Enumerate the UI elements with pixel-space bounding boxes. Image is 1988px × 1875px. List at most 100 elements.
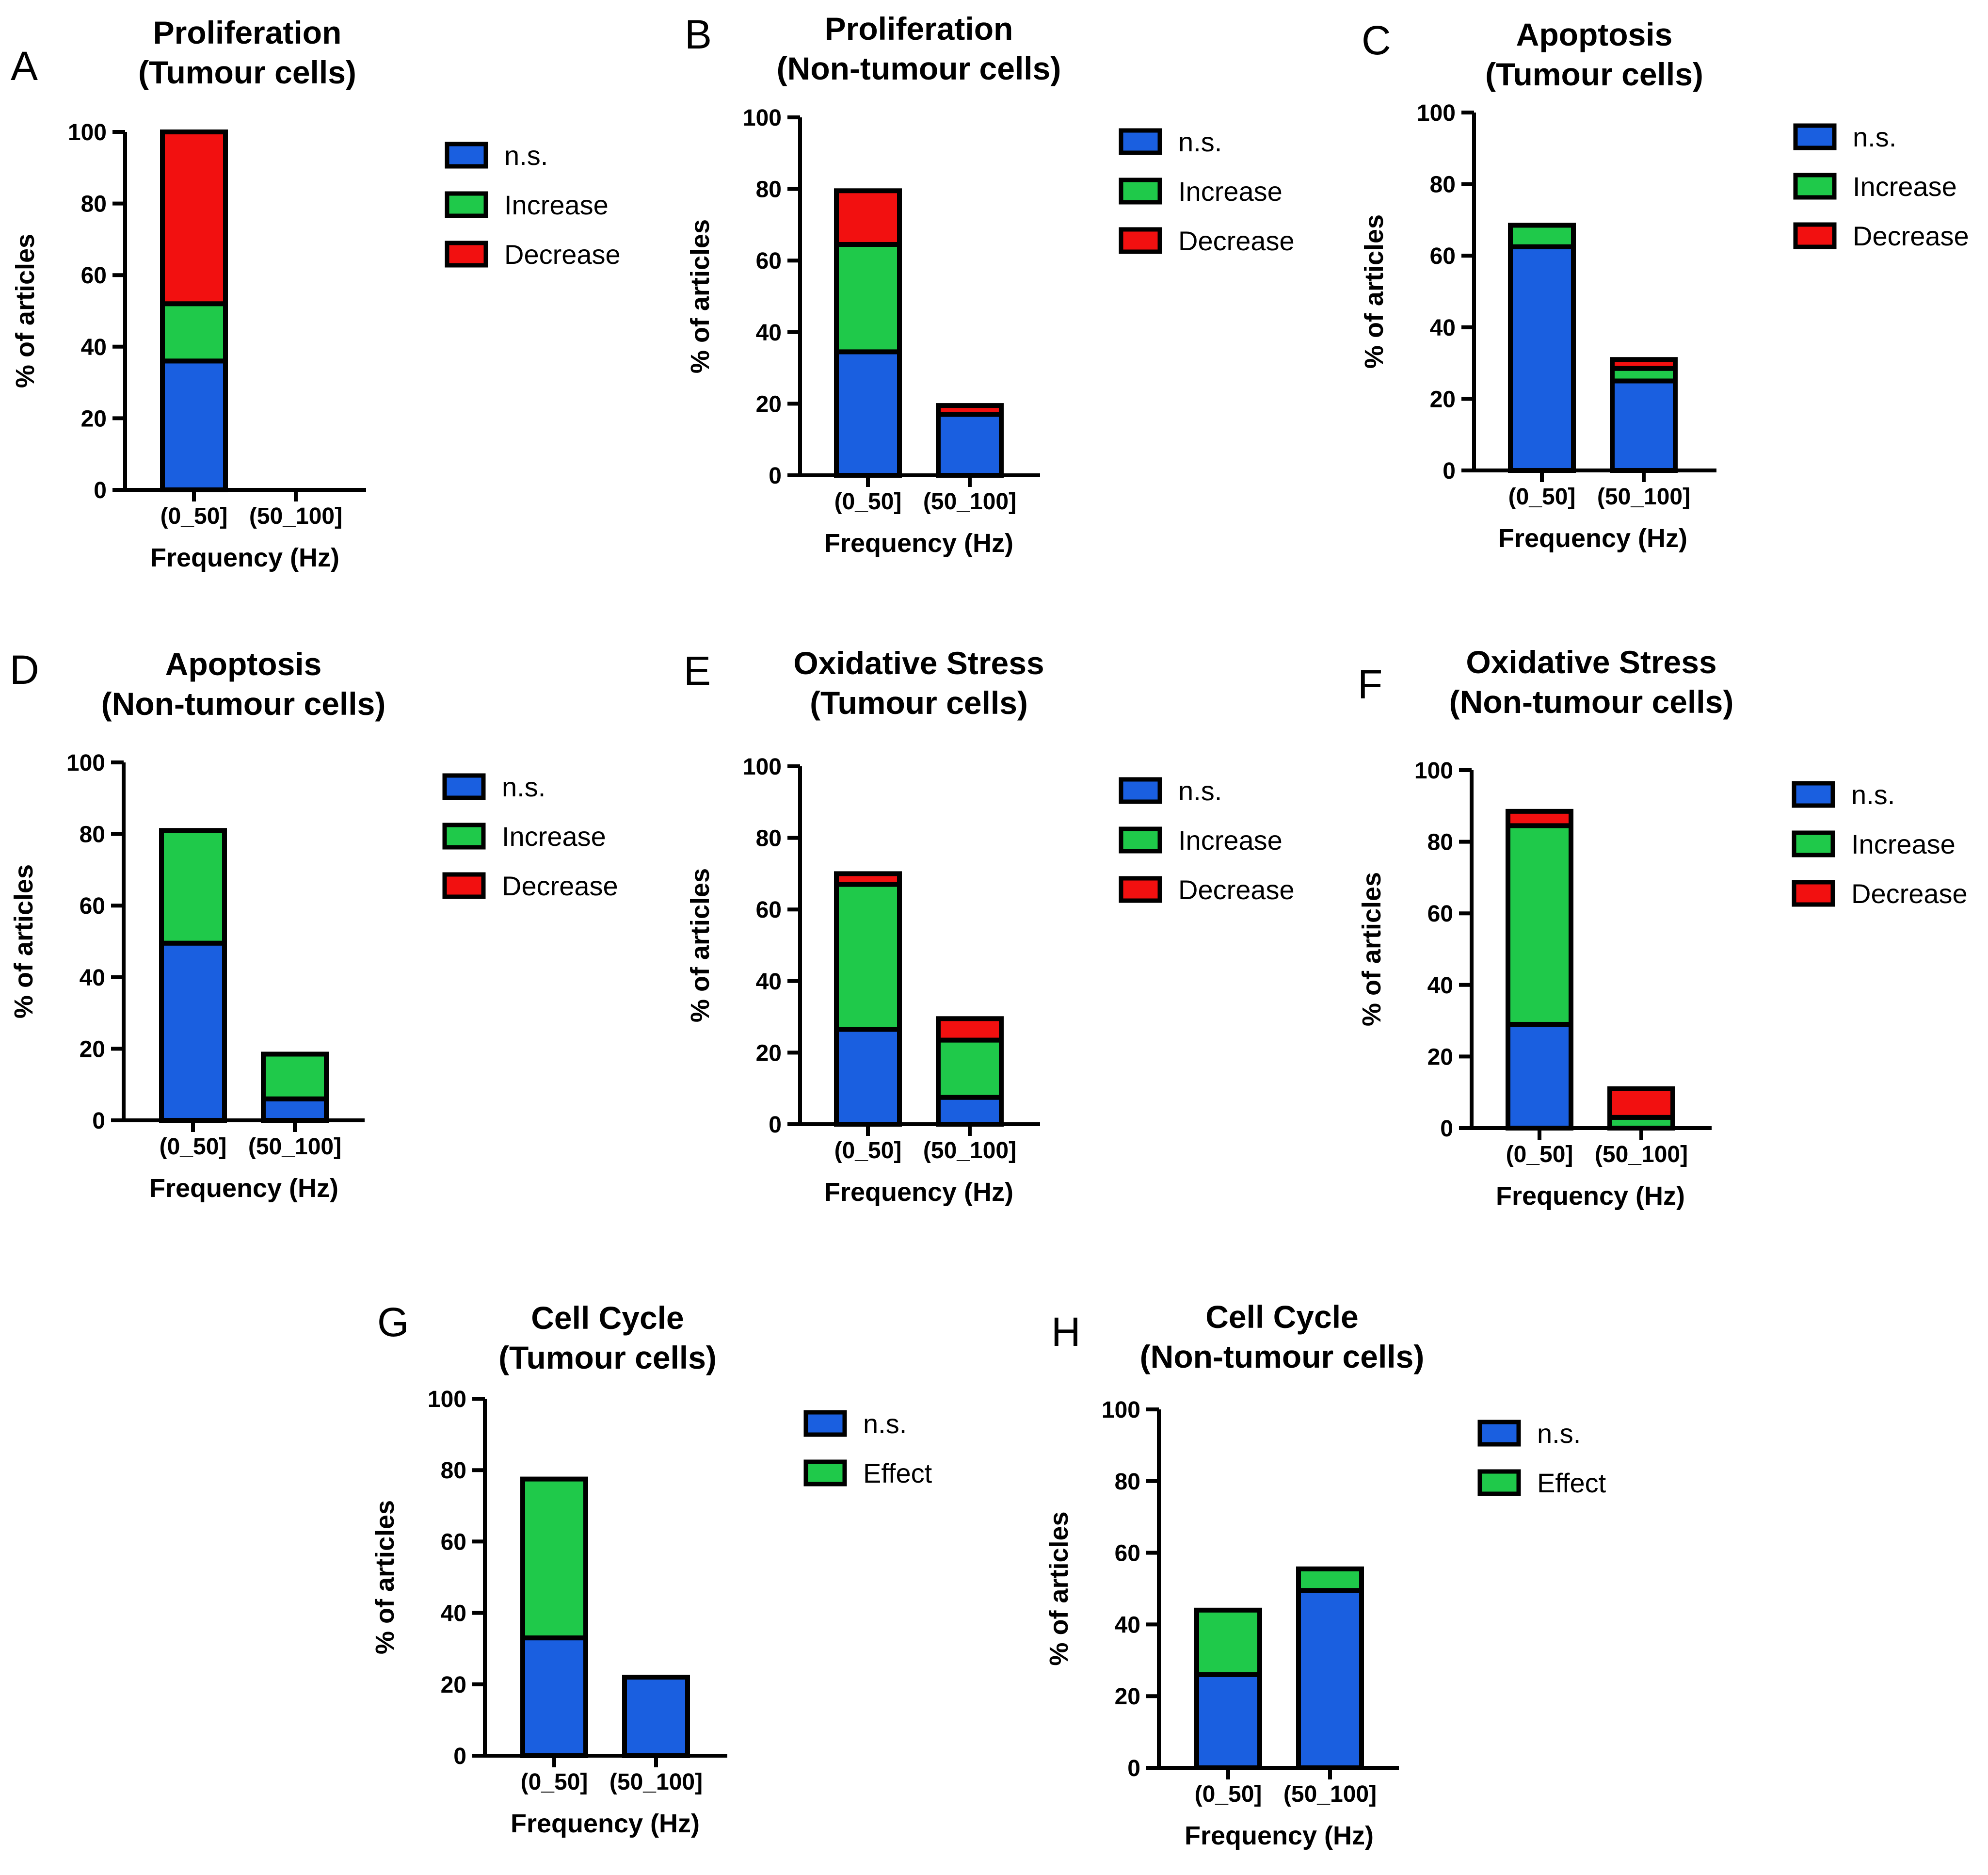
legend: n.s. Effect <box>1477 1418 1606 1498</box>
legend-label-effect: Effect <box>863 1458 932 1488</box>
y-tick-label: 100 <box>68 120 107 145</box>
legend-label-decrease: Decrease <box>1178 226 1295 256</box>
legend-label-decrease: Decrease <box>1178 874 1295 905</box>
y-tick-label: 0 <box>1440 1116 1453 1142</box>
y-tick-label: 40 <box>756 969 782 995</box>
legend-label-increase: Increase <box>502 821 606 852</box>
legend-swatch-n-s <box>445 142 488 169</box>
bar-0-50-n-s <box>1194 1672 1262 1771</box>
chart-title-line-2: (Tumour cells) <box>138 54 356 90</box>
bar-50-100-decrease <box>1610 357 1678 371</box>
y-tick-label: 80 <box>1427 830 1453 856</box>
panel-letter: A <box>11 43 38 89</box>
legend-label-increase: Increase <box>1178 176 1283 207</box>
y-tick-label: 80 <box>756 177 782 203</box>
panel-a: A Proliferation (Tumour cells) 0 20 40 60 80 100… <box>11 15 621 572</box>
legend-swatch-decrease <box>1119 876 1162 903</box>
x-tick-label: (0_50] <box>834 1138 902 1164</box>
legend-swatch-increase <box>1792 830 1835 857</box>
legend-swatch-increase <box>445 191 488 218</box>
y-tick-label: 80 <box>756 826 782 852</box>
panel-letter: F <box>1358 662 1382 707</box>
panel-letter: D <box>10 647 39 693</box>
y-tick-label: 60 <box>81 263 107 289</box>
legend-swatch-n-s <box>1477 1420 1521 1447</box>
y-tick-label: 20 <box>1427 1044 1453 1070</box>
y-tick-label: 60 <box>80 893 105 919</box>
y-axis-label: % of articles <box>1044 1511 1074 1665</box>
bar-50-100-n-s <box>936 1095 1004 1127</box>
y-tick-label: 60 <box>756 248 782 274</box>
bar-0-50-increase <box>160 301 228 364</box>
legend: n.s. Increase Decrease <box>1119 776 1295 905</box>
legend-label-decrease: Decrease <box>504 239 621 270</box>
bar-0-50-n-s <box>1508 244 1576 473</box>
legend-label-decrease: Decrease <box>1853 221 1969 251</box>
y-tick-label: 100 <box>743 754 782 780</box>
bar-0-50-n-s <box>834 1027 902 1127</box>
legend: n.s. Increase Decrease <box>445 140 621 270</box>
bar-0-50-increase <box>834 242 902 355</box>
y-tick-label: 0 <box>453 1744 466 1769</box>
bar-0-50-increase <box>834 882 902 1032</box>
legend-swatch-n-s <box>442 773 486 800</box>
chart-title-line-2: (Non-tumour cells) <box>777 50 1061 86</box>
chart-title-line-1: Cell Cycle <box>531 1300 684 1336</box>
legend-swatch-increase <box>1119 178 1162 205</box>
x-tick-label: (50_100] <box>923 489 1016 515</box>
y-axis-label: % of articles <box>9 864 38 1018</box>
y-tick-label: 40 <box>441 1601 466 1627</box>
y-tick-label: 20 <box>1115 1684 1140 1710</box>
x-tick-label: (50_100] <box>609 1769 703 1795</box>
y-axis-label: % of articles <box>686 868 715 1022</box>
y-tick-label: 40 <box>1115 1612 1140 1638</box>
legend-swatch-increase <box>1793 173 1837 200</box>
x-axis-label: Frequency (Hz) <box>511 1809 700 1838</box>
y-tick-label: 100 <box>66 750 105 776</box>
y-tick-label: 80 <box>80 822 105 848</box>
y-tick-label: 100 <box>1414 758 1453 784</box>
bar-0-50-decrease <box>1506 808 1573 828</box>
legend-label-increase: Increase <box>504 190 609 220</box>
x-tick-label: (0_50] <box>521 1769 588 1795</box>
y-tick-label: 80 <box>81 192 107 217</box>
y-tick-label: 20 <box>81 406 107 432</box>
panel-letter: G <box>377 1299 409 1345</box>
y-tick-label: 0 <box>769 1112 782 1138</box>
y-axis-label: % of articles <box>1360 214 1389 369</box>
x-tick-label: (0_50] <box>160 1134 227 1160</box>
legend-label-effect: Effect <box>1537 1468 1606 1498</box>
bar-50-100-decrease <box>936 1016 1004 1043</box>
bar-50-100-decrease <box>936 403 1004 417</box>
x-tick-label: (50_100] <box>1597 484 1690 510</box>
legend-label-increase: Increase <box>1178 825 1283 856</box>
chart-title-line-1: Oxidative Stress <box>1466 644 1716 680</box>
legend-label-n-s: n.s. <box>1851 779 1895 810</box>
legend-label-increase: Increase <box>1851 829 1956 859</box>
y-tick-label: 0 <box>92 1108 105 1134</box>
bar-50-100-n-s <box>1296 1588 1364 1771</box>
chart-title-line-1: Proliferation <box>153 15 342 50</box>
bar-50-100-n-s <box>1610 378 1678 473</box>
y-tick-label: 60 <box>1430 243 1456 269</box>
bar-50-100-decrease <box>1607 1086 1675 1120</box>
legend-swatch-decrease <box>1792 880 1835 907</box>
bar-50-100-increase <box>936 1037 1004 1100</box>
x-axis-label: Frequency (Hz) <box>149 1174 338 1203</box>
panel-b: B Proliferation(Non-tumour cells) 0 20 40 60 8… <box>685 11 1295 558</box>
chart-title-line-1: Apoptosis <box>1516 16 1673 52</box>
x-axis-label: Frequency (Hz) <box>1498 524 1687 553</box>
legend-swatch-decrease <box>445 241 488 268</box>
bar-0-50-increase <box>1506 823 1573 1027</box>
legend-swatch-decrease <box>442 872 486 899</box>
bar-0-50-n-s <box>1506 1021 1573 1131</box>
y-tick-label: 60 <box>756 897 782 923</box>
y-axis-label: % of articles <box>370 1500 400 1654</box>
y-tick-label: 100 <box>1102 1397 1140 1423</box>
legend-swatch-n-s <box>803 1410 847 1437</box>
bar-0-50-increase <box>1508 223 1576 249</box>
legend-swatch-n-s <box>1119 128 1162 155</box>
legend: n.s. Increase Decrease <box>1792 779 1968 909</box>
y-tick-label: 100 <box>743 105 782 131</box>
x-axis-label: Frequency (Hz) <box>824 529 1013 558</box>
